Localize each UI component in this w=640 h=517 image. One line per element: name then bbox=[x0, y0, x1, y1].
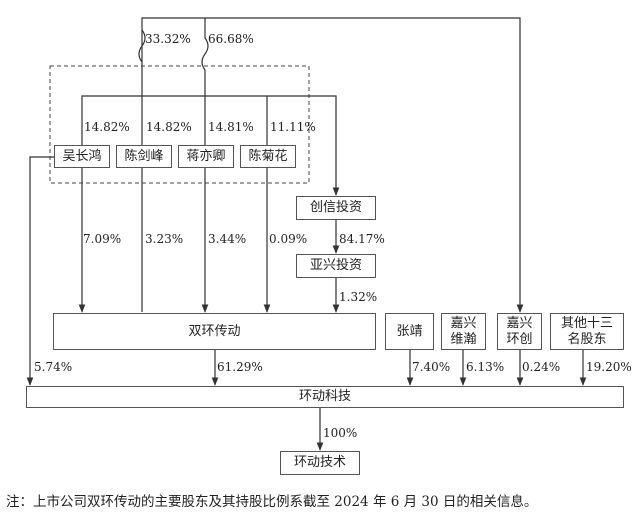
pct-chenjuhua-chuangxin: 11.11% bbox=[270, 120, 316, 134]
line-33-32 bbox=[138, 17, 524, 313]
pct-wu-chuangxin: 14.82% bbox=[84, 120, 130, 134]
entity-zhang-jing: 张靖 bbox=[385, 313, 434, 350]
pct-jiang-sh: 3.44% bbox=[208, 232, 247, 246]
pct-33-32: 33.32% bbox=[145, 32, 191, 46]
line-66-68 bbox=[201, 18, 209, 313]
pct-yaxing-sh: 1.32% bbox=[339, 290, 378, 304]
pct-chuangxin-yaxing: 84.17% bbox=[339, 232, 385, 246]
entity-wu-changhong: 吴长鸿 bbox=[54, 145, 110, 168]
footnote: 注：上市公司双环传动的主要股东及其持股比例系截至 2024 年 6 月 30 日… bbox=[6, 494, 538, 510]
pct-66-68: 66.68% bbox=[208, 32, 254, 46]
pct-wu-keji: 5.74% bbox=[34, 360, 73, 374]
pct-chenjuhua-sh: 0.09% bbox=[269, 232, 308, 246]
entity-huandong-jishu: 环动技术 bbox=[280, 451, 360, 475]
entity-chen-jianfeng: 陈剑峰 bbox=[116, 145, 172, 168]
entity-shuanghuan-chuandong: 双环传动 bbox=[53, 313, 376, 350]
line-wu-keji bbox=[26, 156, 54, 386]
entity-jiang-yiqing: 蒋亦卿 bbox=[178, 145, 234, 168]
individuals-group-border bbox=[49, 65, 310, 184]
pct-chen-sh: 3.23% bbox=[145, 232, 184, 246]
pct-others-keji: 19.20% bbox=[586, 360, 632, 374]
entity-chen-juhua: 陈菊花 bbox=[240, 145, 296, 168]
pct-weihan-keji: 6.13% bbox=[466, 360, 505, 374]
pct-zhang-keji: 7.40% bbox=[412, 360, 451, 374]
pct-chen-chuangxin: 14.82% bbox=[146, 120, 192, 134]
pct-jiang-chuangxin: 14.81% bbox=[208, 120, 254, 134]
pct-sh-keji: 61.29% bbox=[217, 360, 263, 374]
entity-huandong-keji: 环动科技 bbox=[26, 386, 624, 408]
entity-jiaxing-huanchuang: 嘉兴 环创 bbox=[497, 313, 542, 350]
line-individuals-chuangxin bbox=[81, 95, 340, 196]
pct-huanchuang-keji: 0.24% bbox=[522, 360, 561, 374]
entity-chuangxin-touzi: 创信投资 bbox=[296, 196, 376, 220]
entity-jiaxing-weihan: 嘉兴 维瀚 bbox=[441, 313, 486, 350]
entity-other-shareholders: 其他十三 名股东 bbox=[550, 313, 624, 350]
pct-wu-sh: 7.09% bbox=[83, 232, 122, 246]
entity-yaxing-touzi: 亚兴投资 bbox=[296, 254, 376, 278]
pct-keji-jishu: 100% bbox=[323, 426, 358, 440]
